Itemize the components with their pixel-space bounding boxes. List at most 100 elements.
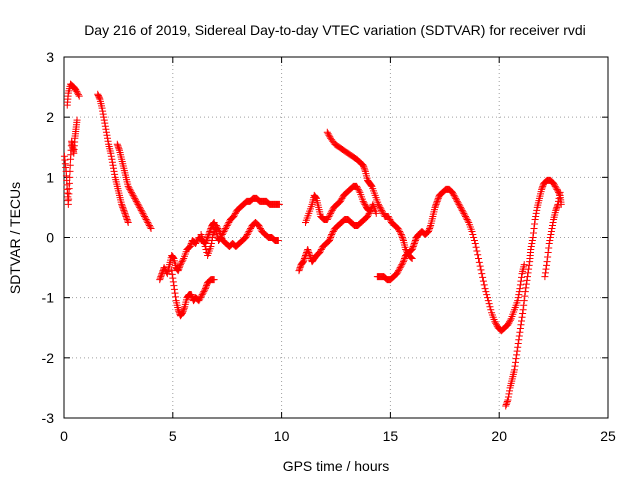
- data-point: [197, 294, 205, 302]
- data-point: [486, 303, 494, 311]
- data-point: [118, 202, 126, 210]
- data-point: [231, 211, 239, 219]
- data-point: [541, 269, 549, 277]
- data-point: [156, 274, 164, 282]
- data-point: [525, 261, 533, 269]
- data-point: [246, 226, 254, 234]
- data-point: [394, 268, 402, 276]
- x-axis-label: GPS time / hours: [283, 458, 390, 474]
- data-point: [411, 237, 419, 245]
- data-point: [374, 200, 382, 208]
- data-point: [553, 203, 561, 211]
- data-point: [459, 208, 467, 216]
- data-point: [125, 184, 133, 192]
- data-point: [529, 229, 537, 237]
- series-seg1: [60, 116, 81, 208]
- data-point: [104, 134, 112, 142]
- data-point: [506, 318, 514, 326]
- data-point: [130, 193, 138, 201]
- data-point: [539, 182, 547, 190]
- data-point: [502, 400, 510, 408]
- data-point: [187, 241, 195, 249]
- data-point: [503, 397, 511, 405]
- data-point: [549, 218, 557, 226]
- data-point: [306, 252, 314, 260]
- data-point: [179, 309, 187, 317]
- x-tick-label: 20: [491, 428, 507, 444]
- data-point: [145, 220, 153, 228]
- data-point: [469, 230, 477, 238]
- data-point: [367, 182, 375, 190]
- data-point: [434, 194, 442, 202]
- data-point: [169, 254, 177, 262]
- data-point: [202, 246, 210, 254]
- data-point: [169, 253, 177, 261]
- data-point: [410, 241, 418, 249]
- data-point: [118, 200, 126, 208]
- data-point: [214, 224, 222, 232]
- data-point: [384, 212, 392, 220]
- data-point: [432, 202, 440, 210]
- data-point: [396, 264, 404, 272]
- data-point: [195, 297, 203, 305]
- data-point: [73, 88, 81, 96]
- data-point: [114, 142, 122, 150]
- data-point: [221, 226, 229, 234]
- data-point: [147, 224, 155, 232]
- data-point: [527, 243, 535, 251]
- data-point: [207, 243, 215, 251]
- data-point: [256, 223, 264, 231]
- data-point: [244, 229, 252, 237]
- data-point: [554, 200, 562, 208]
- data-point: [425, 226, 433, 234]
- data-point: [199, 289, 207, 297]
- data-point: [538, 185, 546, 193]
- data-point: [556, 191, 564, 199]
- data-point: [554, 197, 562, 205]
- data-point: [169, 278, 177, 286]
- y-tick-label: -3: [42, 410, 55, 426]
- data-point: [156, 276, 164, 284]
- data-point: [300, 255, 308, 263]
- data-point: [170, 285, 178, 293]
- data-point: [353, 184, 361, 192]
- data-point: [204, 232, 212, 240]
- data-point: [522, 280, 530, 288]
- data-point: [325, 131, 333, 139]
- data-point: [124, 182, 132, 190]
- data-point: [452, 196, 460, 204]
- data-point: [482, 288, 490, 296]
- data-point: [212, 221, 220, 229]
- data-point: [123, 215, 131, 223]
- data-point: [120, 208, 128, 216]
- data-point: [225, 218, 233, 226]
- data-point: [549, 221, 557, 229]
- data-point: [176, 261, 184, 269]
- data-point: [529, 234, 537, 241]
- data-point: [367, 181, 375, 189]
- y-tick-label: -1: [42, 290, 55, 306]
- data-point: [546, 237, 554, 245]
- data-point: [230, 212, 238, 220]
- data-point: [132, 196, 140, 204]
- data-point: [410, 240, 418, 248]
- data-point: [361, 166, 369, 174]
- series-seg7: [197, 218, 282, 260]
- data-point: [242, 234, 250, 241]
- data-point: [327, 208, 335, 216]
- data-point: [542, 265, 550, 273]
- data-point: [543, 258, 551, 266]
- data-point: [455, 200, 463, 208]
- data-point: [360, 163, 368, 171]
- data-point: [74, 89, 82, 97]
- data-point: [326, 235, 334, 243]
- data-point: [133, 199, 141, 207]
- data-point: [504, 393, 512, 401]
- data-point: [513, 347, 521, 355]
- data-point: [505, 390, 513, 398]
- data-point: [124, 217, 132, 225]
- data-point: [196, 295, 204, 303]
- data-point: [114, 143, 122, 151]
- series-seg13: [541, 188, 564, 281]
